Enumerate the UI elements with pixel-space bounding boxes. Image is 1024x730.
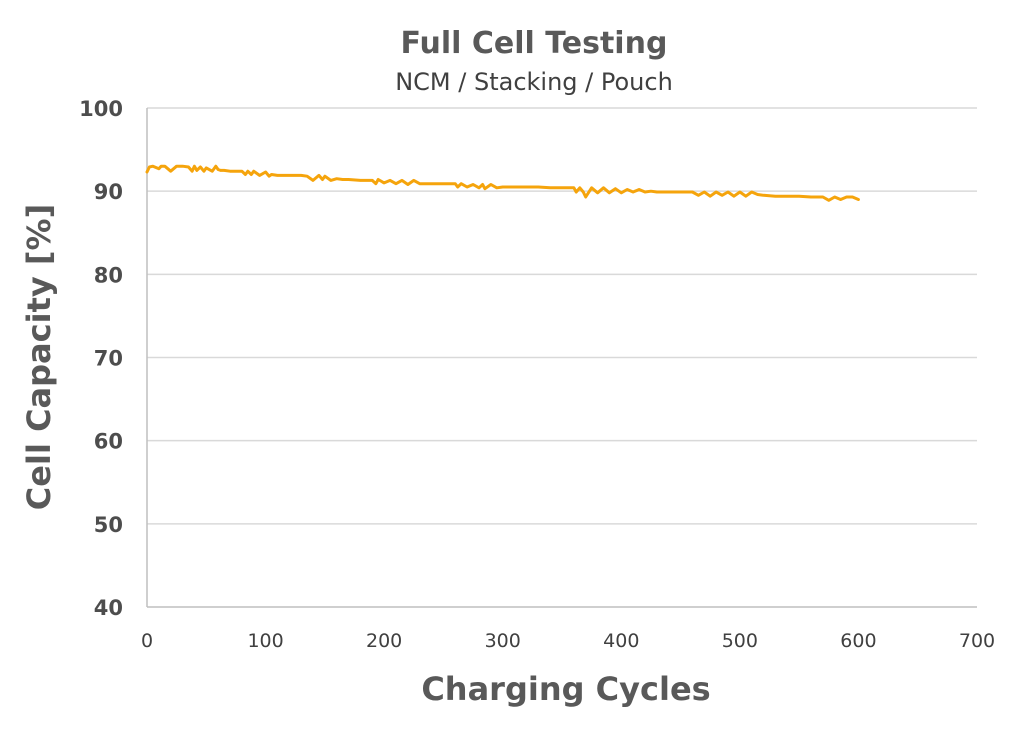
- y-tick-label: 60: [94, 430, 123, 454]
- y-tick-label: 90: [94, 180, 123, 204]
- y-tick-label: 80: [94, 263, 123, 287]
- y-axis-label: Cell Capacity [%]: [20, 204, 58, 510]
- tick-labels: 40 50 60 70 80 90 100 0 100 200 300 400 500 600 700: [79, 97, 995, 652]
- x-tick-label: 0: [141, 630, 153, 652]
- x-tick-label: 200: [366, 630, 402, 652]
- x-tick-label: 400: [603, 630, 639, 652]
- x-tick-label: 700: [959, 630, 995, 652]
- chart-subtitle: NCM / Stacking / Pouch: [395, 68, 673, 96]
- y-tick-label: 100: [79, 97, 123, 121]
- chart-title: Full Cell Testing: [401, 26, 668, 61]
- grid-lines: [147, 107, 977, 525]
- y-tick-label: 50: [94, 513, 123, 537]
- y-tick-label: 70: [94, 347, 123, 371]
- y-tick-label: 40: [94, 596, 123, 620]
- x-tick-label: 100: [247, 630, 283, 652]
- series-layer: [145, 164, 860, 202]
- x-tick-label: 300: [485, 630, 521, 652]
- series-line-0: [145, 164, 860, 202]
- x-axis-label: Charging Cycles: [421, 670, 710, 708]
- x-tick-label: 600: [840, 630, 876, 652]
- x-tick-label: 500: [722, 630, 758, 652]
- axes: [146, 108, 977, 608]
